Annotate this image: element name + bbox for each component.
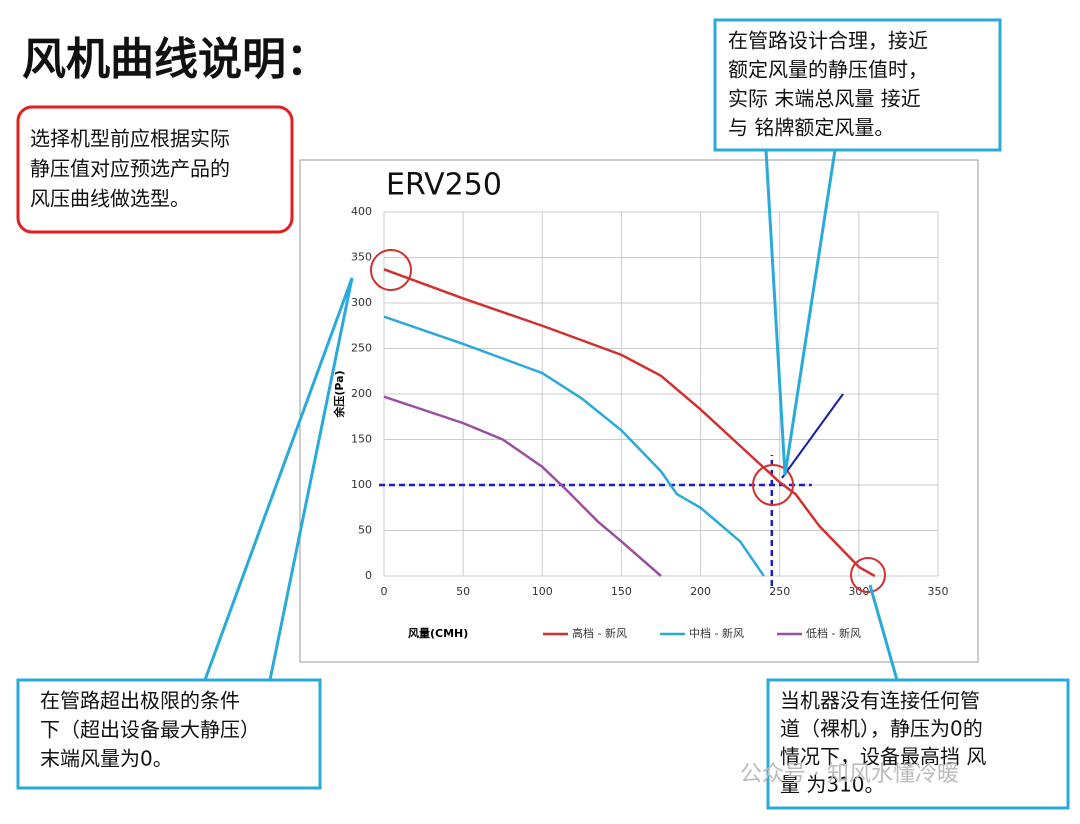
highlight-circle [850,557,886,593]
note-box [766,678,1070,810]
y-tick-label: 150 [351,433,372,446]
y-tick-label: 300 [351,296,372,309]
x-tick-label: 300 [848,585,869,598]
note-line: 量 为310。 [780,773,885,797]
note-line: 当机器没有连接任何管 [780,689,980,713]
note-line: 静压值对应预选产品的 [30,157,230,181]
note-line: 在管路设计合理，接近 [728,29,928,53]
x-tick-label: 0 [381,585,388,598]
y-tick-label: 50 [358,524,372,537]
highlights [370,249,886,593]
x-tick-label: 200 [690,585,711,598]
legend-label: 高档 - 新风 [572,626,627,640]
callout-lines [203,149,899,681]
x-tick-label: 150 [611,585,632,598]
y-tick-label: 0 [365,569,372,582]
callout-line [203,277,354,681]
series-line [383,268,876,578]
pointer-line [781,393,844,479]
x-axis-label: 风量(CMH) [408,626,468,640]
y-axis-label: 余压(Pa) [332,370,346,418]
series-line [383,395,662,577]
note-line: 下（超出设备最大静压） [40,718,260,742]
callout-line [764,149,837,476]
note-line: 道（裸机），静压为0的 [780,717,983,741]
y-tick-label: 400 [351,205,372,218]
x-tick-label: 100 [532,585,553,598]
heading: 风机曲线说明： [22,34,330,85]
note-line: 情况下，设备最高挡 风 [780,745,986,769]
legend-label: 低档 - 新风 [806,626,861,640]
note-line: 实际 末端总风量 接近 [728,87,921,111]
note-line: 末端风量为0。 [40,747,173,771]
highlight-circle [370,249,412,291]
y-tick-label: 250 [351,342,372,355]
plot: 0 50 100 150 200 250 300 350 400 0 50 100 150 200 250 3… [351,205,949,640]
note-line: 风压曲线做选型。 [30,187,190,211]
y-tick-label: 350 [351,251,372,264]
x-tick-label: 50 [456,585,470,598]
x-tick-label: 250 [769,585,790,598]
legend-label: 中档 - 新风 [689,626,744,640]
y-tick-label: 200 [351,387,372,400]
highlight-circle [752,464,794,506]
callout-line [868,584,899,681]
note-line: 选择机型前应根据实际 [30,127,230,151]
x-tick-label: 350 [928,585,949,598]
chart-frame [299,159,979,663]
note-line: 与 铭牌额定风量。 [728,116,894,140]
series-line [383,315,765,577]
chart-title: ERV250 [386,168,502,203]
note-line: 额定风量的静压值时， [728,58,928,82]
note-box [713,18,1002,152]
watermark: 公众号 · 知风水懂冷暖 [740,762,959,787]
note-line: 在管路超出极限的条件 [40,689,240,713]
note-box [16,105,294,234]
note-box [16,678,322,790]
y-tick-label: 100 [351,478,372,491]
